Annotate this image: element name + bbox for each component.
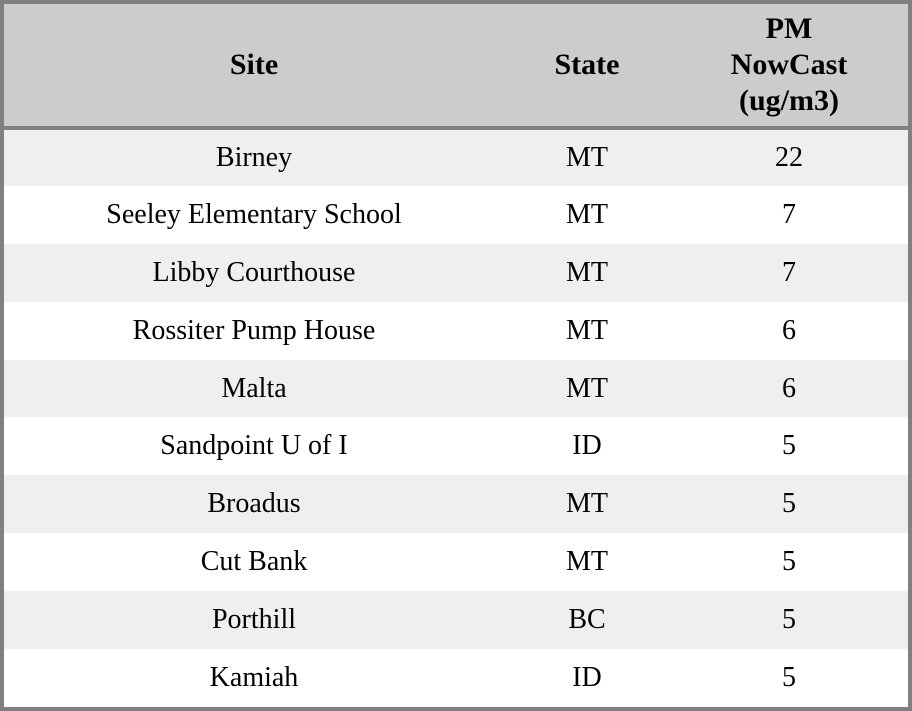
- cell-state: MT: [566, 256, 608, 288]
- table-row: Malta MT 6: [4, 359, 908, 418]
- table-row: Porthill BC 5: [4, 591, 908, 650]
- cell-state: MT: [566, 546, 608, 578]
- cell-site: Cut Bank: [200, 546, 308, 578]
- cell-pm-nowcast: 5: [782, 546, 796, 578]
- cell-site: Rossiter Pump House: [132, 314, 376, 346]
- table-header: Site State PM NowCast (ug/m3): [4, 4, 908, 130]
- column-header-pm-nowcast: PM NowCast (ug/m3): [670, 4, 908, 130]
- cell-pm-nowcast: 5: [782, 430, 796, 462]
- cell-state: ID: [572, 430, 602, 462]
- cell-pm-nowcast: 6: [782, 314, 796, 346]
- cell-state: MT: [566, 372, 608, 404]
- table-body: Birney MT 22 Seeley Elementary School MT 7 Lib…: [4, 128, 908, 707]
- cell-pm-nowcast: 7: [782, 198, 796, 230]
- table-row: Seeley Elementary School MT 7: [4, 185, 908, 244]
- cell-site: Birney: [215, 141, 293, 173]
- column-header-site: Site: [4, 4, 504, 130]
- table-row: Cut Bank MT 5: [4, 533, 908, 592]
- cell-site: Porthill: [211, 604, 296, 636]
- cell-state: MT: [566, 314, 608, 346]
- cell-state: MT: [566, 198, 608, 230]
- table-row: Broadus MT 5: [4, 475, 908, 534]
- cell-site: Sandpoint U of I: [160, 430, 348, 462]
- cell-pm-nowcast: 5: [782, 604, 796, 636]
- cell-pm-nowcast: 7: [782, 256, 796, 288]
- cell-state: ID: [572, 662, 602, 693]
- pm-nowcast-table: Site State PM NowCast (ug/m3) Birney MT 22…: [4, 4, 908, 707]
- cell-pm-nowcast: 5: [782, 662, 796, 693]
- cell-site: Broadus: [207, 488, 301, 520]
- cell-site: Kamiah: [209, 662, 299, 693]
- cell-state: BC: [568, 604, 606, 636]
- cell-pm-nowcast: 6: [782, 372, 796, 404]
- cell-site: Malta: [221, 372, 287, 404]
- table-row: Libby Courthouse MT 7: [4, 243, 908, 302]
- cell-site: Seeley Elementary School: [106, 198, 402, 230]
- table-row: Rossiter Pump House MT 6: [4, 301, 908, 360]
- column-header-state: State: [504, 4, 670, 130]
- cell-site: Libby Courthouse: [152, 256, 356, 288]
- table-header-row: Site State PM NowCast (ug/m3): [4, 4, 908, 130]
- cell-pm-nowcast: 5: [782, 488, 796, 520]
- cell-state: MT: [566, 141, 608, 173]
- cell-state: MT: [566, 488, 608, 520]
- cell-pm-nowcast: 22: [775, 141, 803, 173]
- table-row: Sandpoint U of I ID 5: [4, 417, 908, 476]
- table-row: Birney MT 22: [4, 128, 908, 186]
- table-row: Kamiah ID 5: [4, 649, 908, 707]
